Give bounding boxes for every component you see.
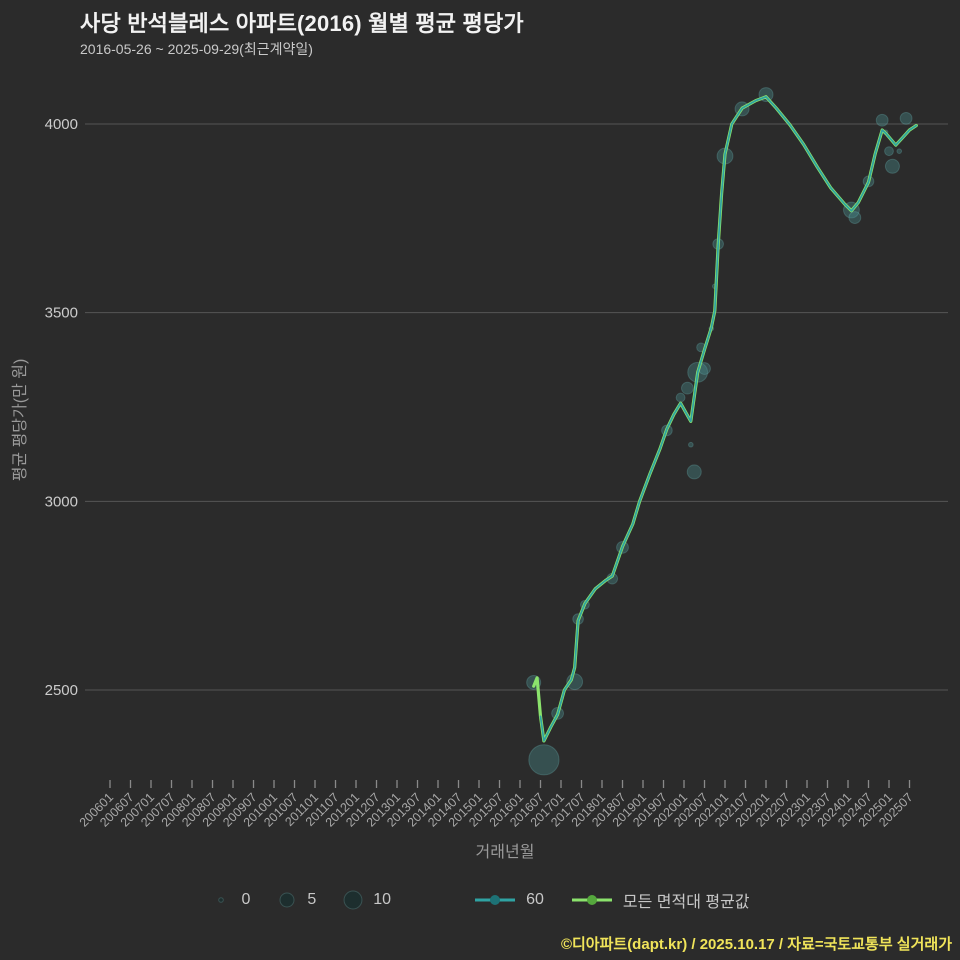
bubble-202506 [899, 111, 913, 125]
legend-series-60[interactable]: 60 [473, 891, 544, 909]
series-line-60 [539, 95, 918, 742]
series-dot-icon [490, 895, 501, 905]
bubble-202403 [848, 211, 862, 224]
date-range-subtitle: 2016-05-26 ~ 2025-09-29(최근계약일) [80, 41, 313, 57]
y-tick-label-3500: 3500 [45, 305, 78, 322]
bubble-202501 [884, 146, 894, 157]
x-axis-title: 거래년월 [475, 844, 535, 861]
legend-bubble-size-10[interactable]: 10 [342, 889, 391, 911]
chart-legend: 0 5 10 60 모든 면적대 평균값 [0, 888, 960, 912]
y-axis-title: 평균 평당가(만 원) [12, 358, 29, 482]
bubble-202504 [896, 148, 903, 154]
bubble-202003 [688, 441, 694, 448]
y-tick-label-2500: 2500 [45, 682, 78, 699]
legend-series-label: 모든 면적대 평균값 [622, 894, 750, 911]
y-tick-label-3000: 3000 [45, 493, 78, 510]
bubble-202502 [884, 158, 900, 174]
bubble-202411 [875, 113, 889, 127]
bubble-size-icon [343, 890, 363, 910]
y-tick-label-4000: 4000 [45, 116, 78, 133]
series-line-all-areas [532, 95, 918, 743]
legend-size-label: 10 [373, 891, 392, 908]
bubble-201608 [528, 744, 560, 776]
legend-size-label: 5 [307, 891, 317, 908]
copyright-watermark: ©디아파트(dapt.kr) / 2025.10.17 / 자료=국토교통부 실… [560, 936, 952, 953]
legend-bubble-size-0[interactable]: 0 [210, 889, 250, 911]
series-dot-icon [586, 895, 597, 905]
bubble-size-icon [279, 892, 295, 908]
bubble-201912 [675, 392, 686, 403]
legend-size-label: 0 [241, 891, 251, 908]
bubble-202004 [686, 464, 702, 480]
legend-series-label: 60 [526, 891, 544, 908]
bubble-202002 [681, 381, 694, 395]
bubble-size-icon [218, 897, 225, 903]
legend-bubble-size-5[interactable]: 5 [276, 889, 316, 911]
legend-series-all-areas[interactable]: 모든 면적대 평균값 [570, 888, 750, 912]
page-title: 사당 반석블레스 아파트(2016) 월별 평균 평당가 [80, 11, 524, 36]
